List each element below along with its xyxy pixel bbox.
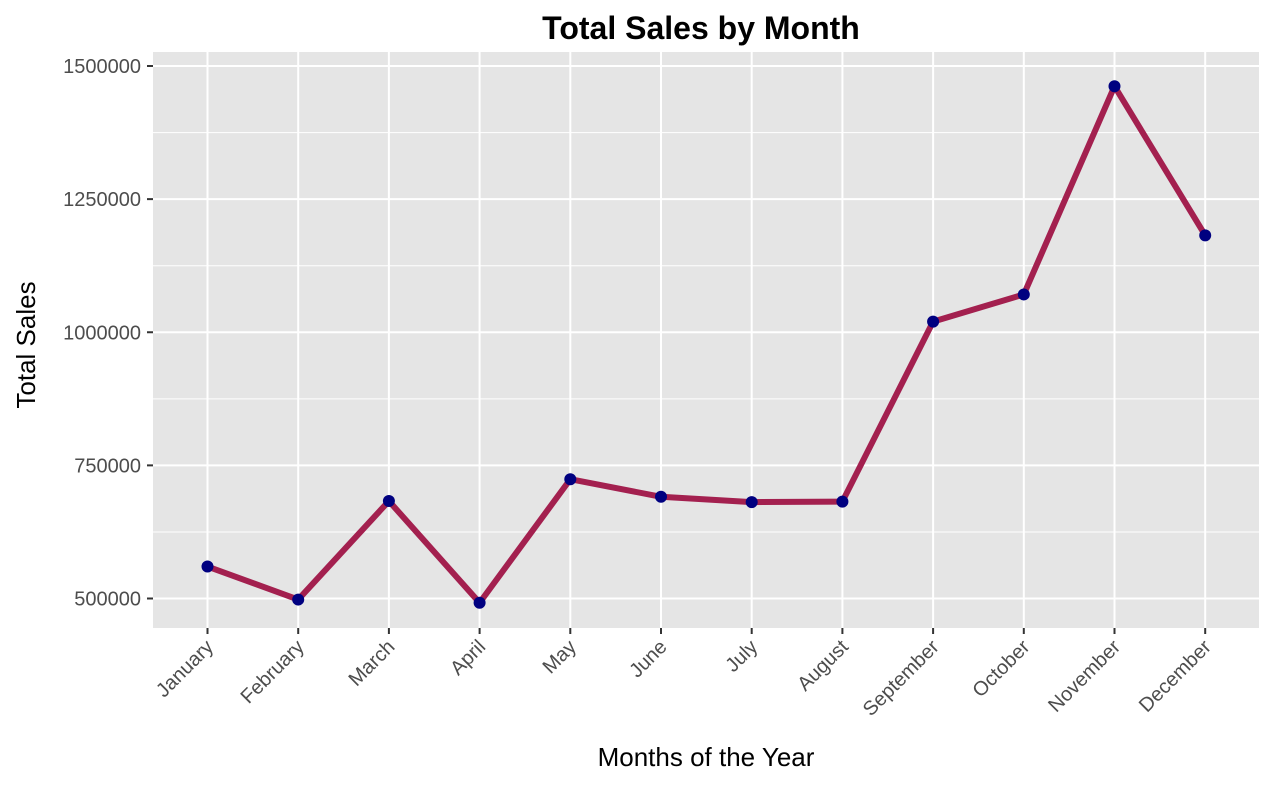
- series-line-segment: [930, 291, 1027, 325]
- x-axis-title: Months of the Year: [598, 742, 815, 772]
- x-tick-label: October: [968, 636, 1034, 702]
- series-line-segment: [295, 498, 392, 603]
- y-tick-label: 1000000: [63, 322, 141, 344]
- x-tick-label: April: [446, 636, 490, 680]
- series-line-segment: [839, 318, 937, 505]
- y-tick-label: 1500000: [63, 56, 141, 78]
- series-line-segment: [1020, 83, 1118, 298]
- x-tick-label: May: [539, 636, 581, 678]
- data-point: [1199, 229, 1212, 242]
- series-line-segment: [385, 498, 483, 606]
- data-point: [745, 496, 758, 509]
- data-point: [836, 495, 849, 508]
- chart-title: Total Sales by Month: [542, 10, 860, 46]
- sales-series: [201, 80, 1212, 609]
- x-axis: January February March April May June July Augu…: [152, 628, 1216, 721]
- y-tick-label: 500000: [74, 589, 141, 611]
- x-tick-label: March: [345, 636, 400, 691]
- series-line-segment: [476, 476, 574, 606]
- series-line-segment: [1111, 83, 1209, 239]
- data-point: [655, 490, 667, 503]
- y-axis: 500000 750000 1000000 1250000 1500000: [63, 56, 153, 611]
- data-point: [1017, 288, 1030, 301]
- series-line-segment: [204, 563, 302, 603]
- series-line-segment: [567, 476, 664, 500]
- data-point: [927, 315, 940, 328]
- x-tick-label: August: [793, 636, 853, 696]
- x-tick-label: June: [625, 636, 671, 682]
- data-point: [201, 560, 214, 573]
- x-tick-label: December: [1135, 636, 1216, 717]
- data-point: [473, 596, 486, 609]
- y-axis-title: Total Sales: [11, 281, 41, 408]
- x-tick-label: July: [722, 636, 763, 677]
- series-line-segment: [658, 493, 755, 506]
- minor-gridlines: [153, 132, 1259, 533]
- x-tick-label: September: [859, 636, 944, 721]
- data-point: [292, 593, 305, 606]
- series-line-segment: [748, 498, 846, 506]
- x-tick-label: November: [1044, 636, 1125, 717]
- data-point: [564, 473, 577, 486]
- major-gridlines: [153, 52, 1259, 628]
- x-tick-label: February: [237, 636, 309, 708]
- y-tick-label: 1250000: [63, 189, 141, 211]
- data-point: [382, 495, 395, 508]
- data-point: [1108, 80, 1121, 93]
- x-tick-label: January: [152, 636, 218, 702]
- y-tick-label: 750000: [74, 455, 141, 477]
